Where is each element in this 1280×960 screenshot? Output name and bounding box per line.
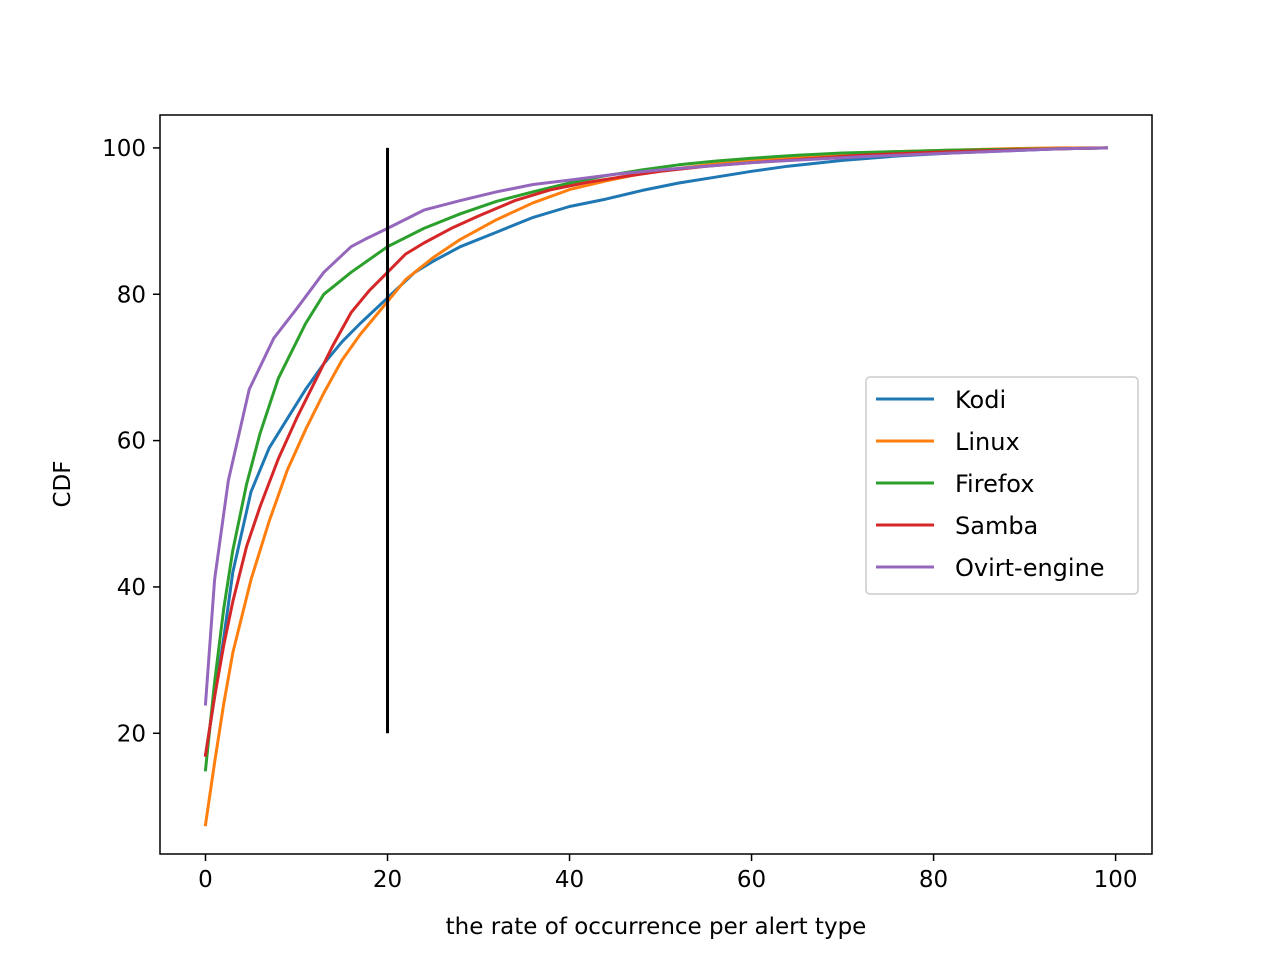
- x-tick-label: 40: [555, 867, 584, 893]
- x-axis: 0 20 40 60 80 100: [198, 854, 1138, 893]
- legend: Kodi Linux Firefox Samba Ovirt-engine: [865, 376, 1139, 595]
- x-tick-label: 0: [198, 867, 213, 893]
- plot-lines: [203, 146, 1109, 827]
- y-axis-label: CDF: [50, 461, 76, 508]
- y-tick-label: 80: [117, 282, 146, 308]
- y-axis: 20 40 60 80 100: [102, 136, 160, 747]
- series-line-firefox: [203, 146, 1109, 772]
- legend-label-samba: Samba: [955, 512, 1038, 540]
- x-tick-label: 20: [373, 867, 402, 893]
- y-tick-label: 60: [117, 429, 146, 455]
- y-tick-label: 40: [117, 575, 146, 601]
- y-tick-label: 20: [117, 721, 146, 747]
- series-line-kodi: [203, 146, 1109, 757]
- x-tick-label: 80: [919, 867, 948, 893]
- x-axis-label: the rate of occurrence per alert type: [446, 914, 867, 940]
- y-tick-label: 100: [102, 136, 146, 162]
- legend-label-ovirt-engine: Ovirt-engine: [955, 554, 1105, 582]
- legend-label-kodi: Kodi: [955, 386, 1006, 414]
- legend-label-linux: Linux: [955, 428, 1020, 456]
- legend-box: [865, 376, 1139, 595]
- legend-label-firefox: Firefox: [955, 470, 1034, 498]
- x-tick-label: 100: [1094, 867, 1138, 893]
- series-line-ovirt-engine: [203, 146, 1109, 706]
- plot-frame: [159, 114, 1153, 855]
- x-tick-label: 60: [737, 867, 766, 893]
